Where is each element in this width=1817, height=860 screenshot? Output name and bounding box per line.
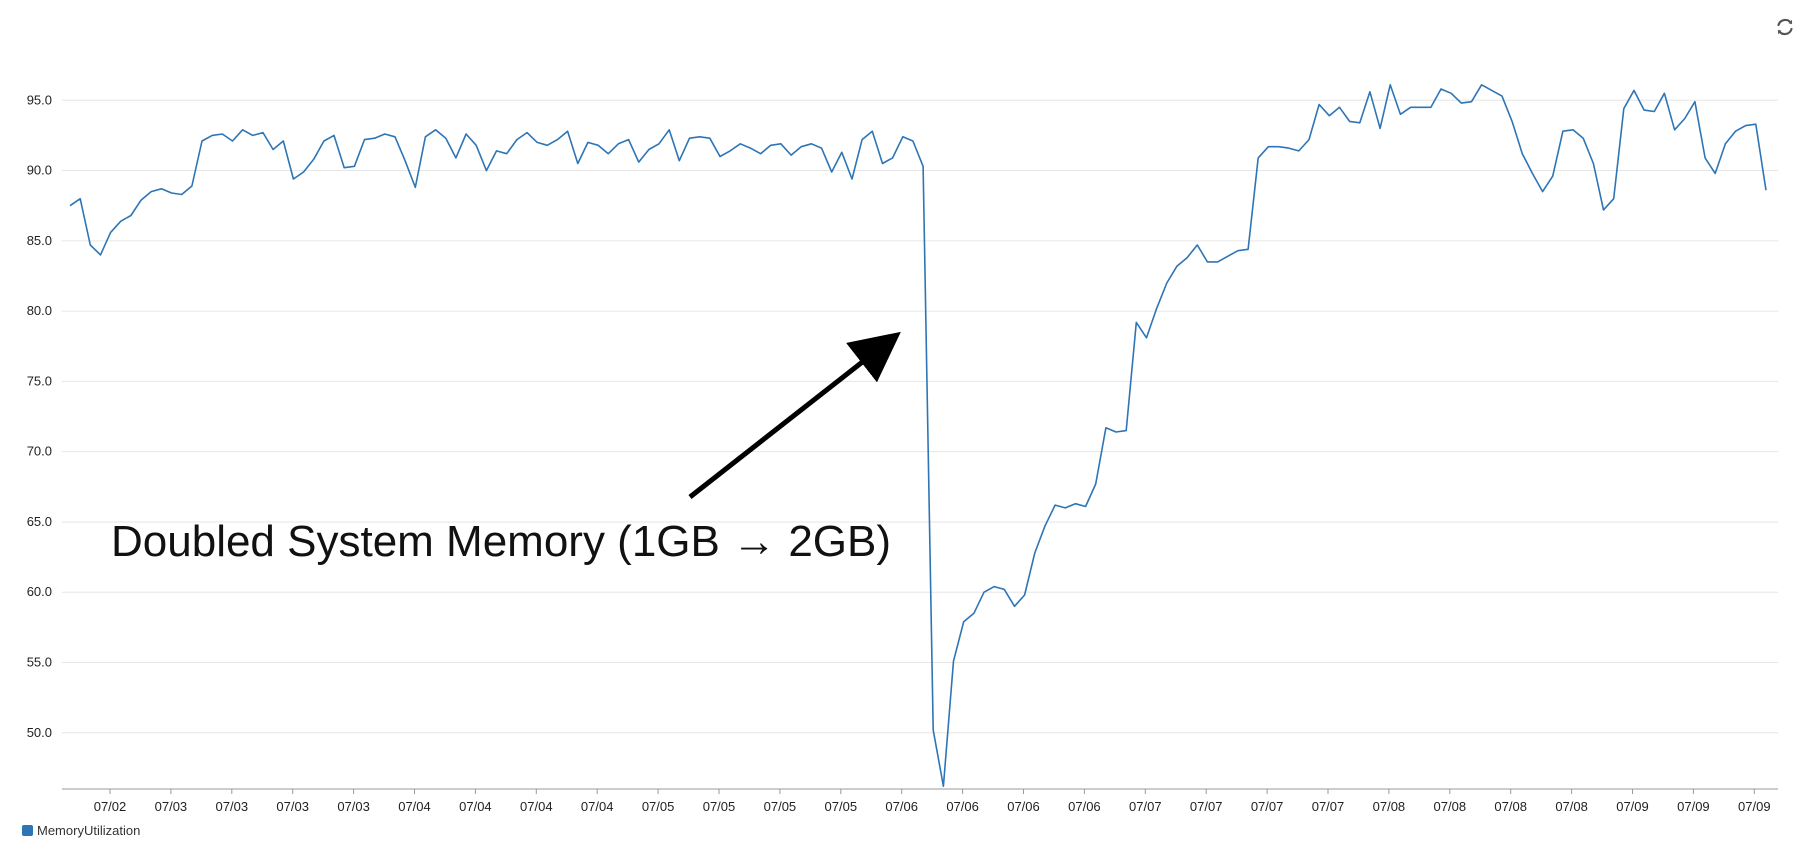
x-tick-label: 07/03 [337, 799, 370, 814]
y-tick-label: 70.0 [27, 444, 52, 459]
x-tick-label: 07/05 [764, 799, 797, 814]
x-tick-label: 07/05 [703, 799, 736, 814]
x-tick-label: 07/06 [1068, 799, 1101, 814]
x-tick-label: 07/05 [642, 799, 675, 814]
x-tick-label: 07/08 [1555, 799, 1588, 814]
series-area [69, 84, 1767, 788]
x-tick-label: 07/04 [520, 799, 553, 814]
annotation-text: Doubled System Memory (1GB → 2GB) [111, 517, 891, 566]
x-tick-label: 07/05 [825, 799, 858, 814]
annotation-group: Doubled System Memory (1GB → 2GB) [111, 331, 901, 566]
x-tick-label: 07/03 [216, 799, 249, 814]
y-tick-label: 95.0 [27, 92, 52, 107]
annotation-arrow [688, 331, 901, 499]
x-tick-label: 07/06 [885, 799, 918, 814]
series-line-memoryutilization [69, 84, 1767, 788]
x-tick-label: 07/04 [581, 799, 614, 814]
x-tick-label: 07/04 [398, 799, 431, 814]
x-tick-label: 07/07 [1129, 799, 1162, 814]
refresh-icon[interactable] [1774, 16, 1796, 38]
x-tick-label: 07/08 [1373, 799, 1406, 814]
x-axis: 07/02 07/03 07/03 07/03 07/03 07/04 07/04 07/04… [94, 789, 1771, 814]
grid [62, 99, 1778, 790]
y-tick-label: 50.0 [27, 725, 52, 740]
y-tick-label: 55.0 [27, 655, 52, 670]
x-tick-label: 07/06 [1007, 799, 1040, 814]
x-tick-label: 07/08 [1434, 799, 1467, 814]
y-tick-label: 90.0 [27, 163, 52, 178]
x-tick-label: 07/04 [459, 799, 492, 814]
x-tick-label: 07/09 [1677, 799, 1710, 814]
x-tick-label: 07/09 [1616, 799, 1649, 814]
legend-label: MemoryUtilization [37, 823, 141, 838]
y-tick-label: 80.0 [27, 303, 52, 318]
x-tick-label: 07/07 [1190, 799, 1223, 814]
x-tick-label: 07/08 [1494, 799, 1527, 814]
y-axis: 50.0 55.0 60.0 65.0 70.0 75.0 80.0 85.0 90.0 95.0 [27, 92, 52, 740]
y-tick-label: 85.0 [27, 233, 52, 248]
x-tick-label: 07/03 [155, 799, 188, 814]
y-tick-label: 60.0 [27, 584, 52, 599]
y-tick-label: 75.0 [27, 373, 52, 388]
x-tick-label: 07/06 [946, 799, 979, 814]
legend-swatch [22, 825, 33, 836]
x-tick-label: 07/07 [1251, 799, 1284, 814]
x-tick-label: 07/09 [1738, 799, 1771, 814]
x-tick-label: 07/07 [1312, 799, 1345, 814]
x-tick-label: 07/02 [94, 799, 127, 814]
y-tick-label: 65.0 [27, 514, 52, 529]
legend: MemoryUtilization [22, 823, 140, 838]
x-tick-label: 07/03 [276, 799, 309, 814]
